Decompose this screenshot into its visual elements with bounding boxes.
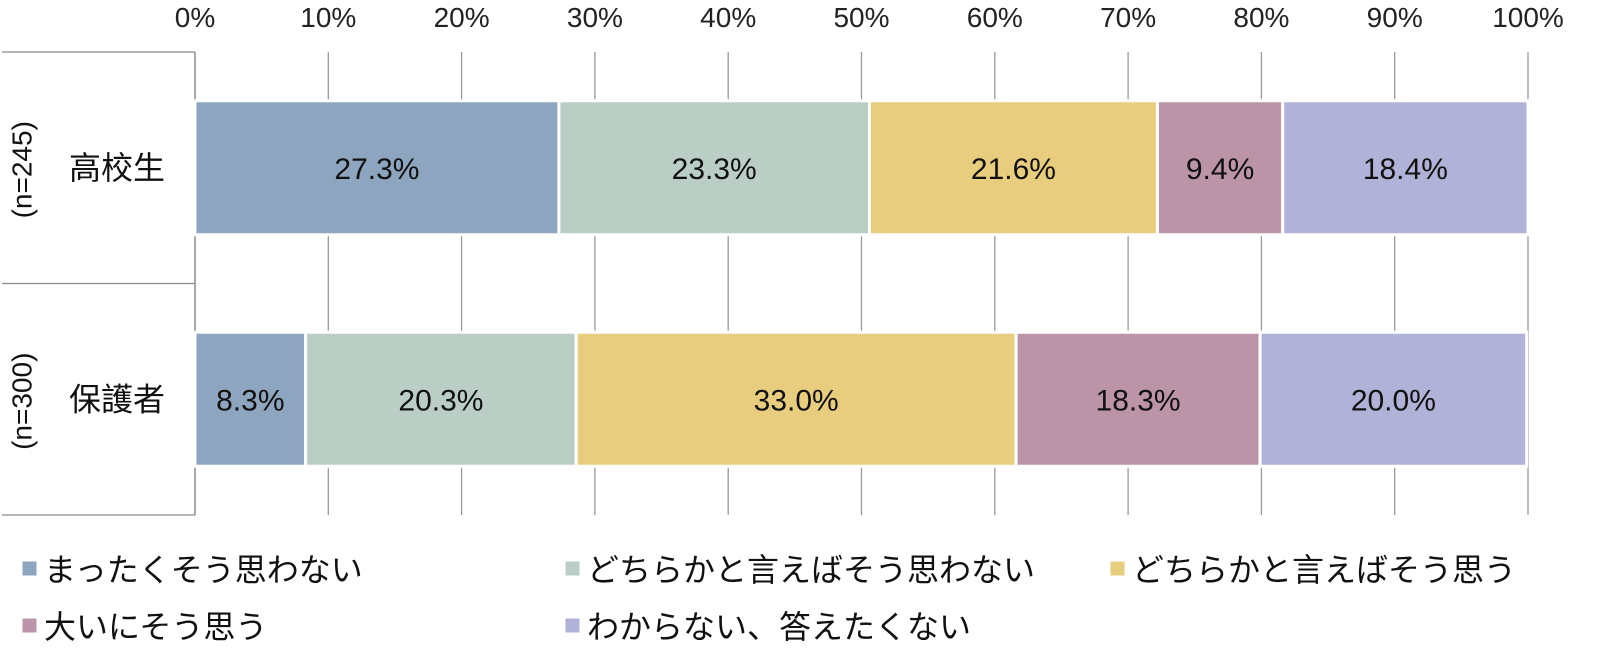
x-tick-label: 60%	[967, 2, 1023, 33]
bars: 27.3% 23.3% 21.6% 9.4% 18.4% 8.3% 20.3% 33.0% 18…	[193, 99, 1530, 468]
x-tick-label: 30%	[567, 2, 623, 33]
category-n-label: (n=300)	[7, 353, 38, 450]
category-n-label: (n=245)	[7, 121, 38, 218]
bar-segment	[574, 330, 1018, 468]
x-tick-label: 70%	[1100, 2, 1156, 33]
data-label: 9.4%	[1186, 153, 1254, 186]
data-label: 8.3%	[216, 384, 284, 417]
legend-label: まったくそう思わない	[44, 551, 363, 589]
legend-label: どちらかと言えばそう思わない	[587, 551, 1035, 589]
bar-segment	[304, 330, 578, 468]
bar-segment	[1014, 330, 1262, 468]
data-label: 20.0%	[1351, 384, 1436, 417]
x-tick-label: 0%	[175, 2, 215, 33]
legend-label: わからない、答えたくない	[587, 608, 971, 646]
x-tick-label: 20%	[434, 2, 490, 33]
x-axis-ticks: 0% 10% 20% 30% 40% 50% 60% 70% 80% 90% 100%	[175, 2, 1564, 33]
bar-segment	[1155, 99, 1285, 237]
legend-label: どちらかと言えばそう思う	[1132, 551, 1516, 589]
x-tick-label: 10%	[300, 2, 356, 33]
x-tick-label: 40%	[700, 2, 756, 33]
bar-segment	[867, 99, 1159, 237]
bar-segment	[557, 99, 871, 237]
category-table: (n=245) 高校生 (n=300) 保護者	[2, 51, 196, 516]
data-label: 18.4%	[1363, 153, 1448, 186]
data-label: 18.3%	[1096, 384, 1181, 417]
legend-swatch	[21, 560, 38, 577]
legend-label: 大いにそう思う	[44, 608, 267, 646]
data-label: 23.3%	[672, 153, 757, 186]
category-label: 高校生	[69, 149, 165, 187]
bar-segment	[1281, 99, 1530, 237]
data-label: 33.0%	[754, 384, 839, 417]
bar-segment	[193, 330, 308, 468]
x-tick-label: 50%	[833, 2, 889, 33]
category-label: 保護者	[69, 380, 165, 418]
legend-swatch	[1109, 560, 1126, 577]
x-tick-label: 90%	[1367, 2, 1423, 33]
x-tick-label: 100%	[1492, 2, 1564, 33]
data-label: 27.3%	[334, 153, 419, 186]
data-label: 20.3%	[398, 384, 483, 417]
legend-swatch	[21, 617, 38, 634]
x-tick-label: 80%	[1233, 2, 1289, 33]
legend-swatch	[564, 617, 581, 634]
bar-segment	[193, 99, 561, 237]
legend: まったくそう思わない どちらかと言えばそう思わない どちらかと言えばそう思う大いにそ…	[21, 551, 1516, 646]
data-label: 21.6%	[971, 153, 1056, 186]
bar-segment	[1258, 330, 1529, 468]
legend-swatch	[564, 560, 581, 577]
